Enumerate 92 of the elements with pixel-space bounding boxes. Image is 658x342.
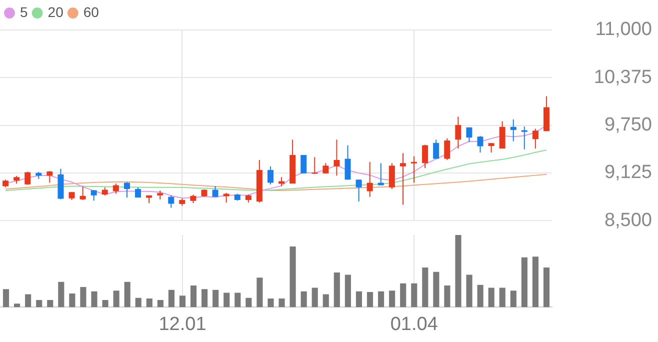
bar (334, 272, 340, 308)
bar (422, 267, 428, 308)
bar (146, 298, 152, 308)
candlestick (366, 161, 373, 198)
bar (356, 291, 362, 308)
y-tick-label: 9,750 (604, 114, 652, 136)
bar (224, 292, 230, 308)
bar (113, 290, 120, 308)
bar (499, 288, 506, 308)
candlestick (499, 120, 506, 149)
y-tick-label: 9,125 (604, 162, 652, 184)
candlestick (112, 182, 119, 194)
bar (124, 282, 130, 308)
candlestick (300, 154, 307, 174)
bar (300, 291, 307, 308)
candlestick (510, 118, 516, 142)
bar (389, 290, 396, 308)
bar (466, 274, 472, 308)
bar (157, 300, 164, 308)
bar (444, 286, 450, 308)
candlestick (411, 156, 417, 184)
bar (190, 286, 197, 308)
candlestick (80, 186, 86, 201)
legend-label: 60 (83, 4, 100, 20)
bar (510, 290, 516, 308)
bar (14, 304, 20, 308)
bar (366, 292, 374, 308)
candlestick (124, 182, 130, 198)
candlestick (455, 116, 462, 149)
bar (521, 257, 528, 308)
candlestick (312, 156, 318, 174)
bar (400, 283, 406, 308)
y-tick-label: 10,375 (594, 66, 652, 88)
bar (256, 278, 263, 308)
bar (102, 300, 108, 308)
bar (488, 288, 494, 308)
candlestick (532, 128, 538, 149)
candlestick (212, 185, 218, 198)
bar (433, 272, 440, 308)
bar (455, 235, 462, 308)
candlestick (378, 162, 384, 186)
bar (168, 290, 174, 308)
bar (543, 267, 550, 308)
x-tick-label: 01.04 (390, 314, 438, 335)
candlestick (46, 170, 53, 184)
candlestick (521, 126, 528, 150)
bar (212, 290, 219, 308)
bar (322, 294, 329, 308)
bar (477, 284, 484, 308)
y-tick-label: 8,500 (604, 210, 652, 231)
bar (411, 283, 418, 308)
bar (58, 282, 64, 308)
candlestick (90, 190, 97, 202)
bar (80, 286, 86, 308)
bar (179, 296, 186, 308)
bar (135, 298, 142, 308)
candlestick (466, 126, 472, 143)
candlestick (433, 139, 440, 160)
candlestick (543, 96, 550, 132)
legend-label: 5 (20, 4, 28, 20)
bar (36, 300, 42, 308)
candlestick (488, 142, 494, 154)
candlestick (356, 179, 362, 202)
bar (312, 288, 318, 308)
candlestick (400, 152, 406, 206)
candlestick (24, 171, 31, 186)
bar (290, 246, 296, 308)
candlestick (422, 144, 428, 169)
candlestick (322, 162, 329, 174)
bar (202, 289, 208, 308)
bar (234, 292, 241, 308)
bar (532, 256, 538, 308)
bar (69, 293, 76, 308)
x-tick-label: 12.01 (158, 314, 206, 335)
bar (2, 289, 10, 308)
bar (278, 298, 285, 308)
candlestick (267, 166, 274, 185)
bar (268, 298, 274, 308)
candlestick (477, 135, 484, 154)
y-tick-label: 11,000 (595, 19, 652, 40)
bar (344, 274, 351, 308)
bar (378, 291, 384, 308)
candlestick (168, 194, 174, 208)
candlestick (388, 162, 395, 190)
bar (25, 294, 32, 308)
legend-label: 20 (48, 4, 64, 20)
candlestick (334, 139, 340, 176)
candlestick (444, 138, 450, 160)
bar (47, 300, 54, 308)
candlestick (344, 144, 351, 180)
bar (246, 298, 252, 308)
bar (91, 291, 98, 308)
